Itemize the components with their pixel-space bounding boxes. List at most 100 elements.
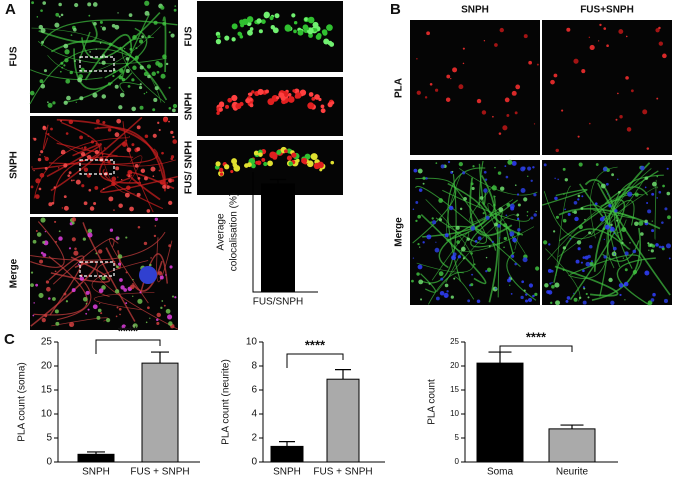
micrograph-spot [562,269,565,271]
micrograph-spot [581,69,586,74]
micrograph-spot [330,101,335,105]
micrograph-spot [486,267,492,272]
micrograph-fiber [37,40,167,65]
micrograph-spot [449,205,454,211]
micrograph-spot [157,121,160,124]
micrograph-spot [107,159,111,164]
micrograph-spot [577,198,580,201]
micrograph-spot [99,42,102,44]
micrograph-spot [39,173,45,178]
micrograph-spot [245,98,251,104]
micrograph-spot [154,86,159,91]
micrograph-spot [617,178,619,181]
micrograph-spot [462,257,466,260]
micrograph-spot [491,185,497,191]
micrograph-spot [610,223,613,227]
micrograph-spot [549,282,552,285]
micrograph-spot [143,92,146,95]
micrograph-spot [444,233,449,238]
micrograph-spot [94,186,99,190]
micrograph-spot [100,26,102,28]
micrograph-spot [54,270,57,273]
bar [326,378,360,463]
micrograph-spot [118,203,123,208]
micrograph-spot [291,13,296,18]
micrograph-spot [40,150,44,154]
micrograph-spot [666,167,669,170]
micrograph-spot [134,55,139,60]
micrograph-spot [516,217,520,221]
micrograph-spot [225,104,230,109]
micrograph-spot [160,306,163,310]
micrograph-spot [286,155,292,161]
micrograph-spot [119,46,122,50]
micrograph-spot [434,247,440,253]
micrograph-spot [166,182,169,184]
micrograph-spot [429,82,433,86]
micrograph-spot [88,14,91,17]
micrograph-spot [578,162,583,167]
micrograph-spot [608,204,612,208]
micrograph-spot [517,203,521,207]
micrograph-spot [308,33,313,38]
significance-label: **** [305,337,326,352]
micrograph-spot [141,35,145,39]
micrograph-spot [125,68,130,74]
micrograph-spot [533,123,536,125]
micrograph-spot [165,308,171,314]
micrograph-spot [658,41,664,46]
micrograph-spot [602,166,608,172]
micrograph-spot [95,119,100,124]
micrograph-spot [330,160,335,165]
micrograph-spot [52,297,56,301]
micrograph-spot [121,178,123,181]
micrograph-spot [116,306,119,309]
micrograph-spot [117,176,119,178]
micrograph-spot [38,292,44,298]
micrograph-spot [58,15,61,18]
micrograph-spot [467,299,471,303]
bar [77,453,115,463]
micrograph-spot [119,313,121,316]
micrograph-spot [90,140,95,144]
micrograph-spot [627,191,633,197]
micrograph-fiber [427,272,464,305]
micrograph-fiber [569,199,625,301]
micrograph-spot [667,215,671,220]
micrograph-spot [567,212,571,216]
micrograph-spot [458,162,463,167]
micrograph-spot [510,254,515,258]
micrograph-spot [661,221,664,224]
bar [261,183,295,293]
micrograph-spot [516,232,521,236]
micrograph-spot [145,91,148,94]
micrograph-spot [151,71,156,77]
micrograph-spot [118,105,123,110]
panel-label: A [5,1,16,18]
micrograph-spot [661,247,665,251]
micrograph-spot [72,27,77,32]
micrograph-spot [483,170,487,174]
micrograph-spot [54,22,60,28]
micrograph-spot [611,173,615,177]
micrograph-spot [42,125,46,129]
micrograph-spot [562,246,567,250]
y-tick-label: 20 [450,361,459,370]
micrograph-fiber [438,210,502,269]
micrograph-spot [167,314,173,320]
micrograph-spot [60,120,62,122]
micrograph-spot [644,219,648,224]
micrograph-spot [492,115,494,118]
micrograph-spot [530,179,533,182]
micrograph-spot [621,226,627,232]
micrograph-spot [555,300,561,306]
micrograph-spot [292,89,296,93]
micrograph-spot [128,13,133,17]
micrograph-spot [520,295,524,300]
micrograph-spot [111,181,116,187]
micrograph-spot [514,184,517,186]
micrograph-spot [98,249,103,254]
micrograph-spot [536,63,539,66]
micrograph-spot [63,163,68,168]
